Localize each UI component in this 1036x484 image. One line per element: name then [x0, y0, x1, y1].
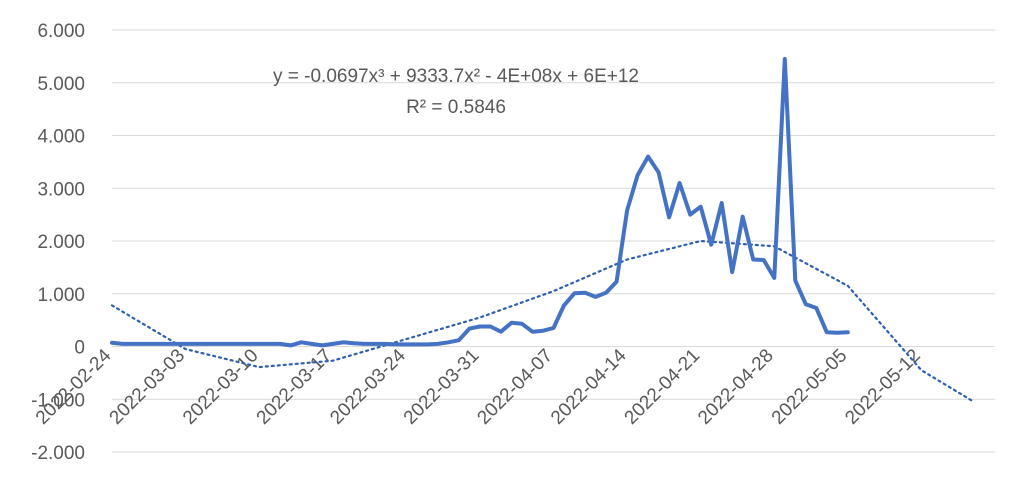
x-tick-label: 2022-04-07 [473, 345, 557, 429]
x-tick-label: 2022-03-17 [253, 345, 337, 429]
grid-layer [112, 29, 995, 453]
series-layer [110, 57, 850, 348]
y-tick-label: 5.000 [37, 74, 85, 95]
trendline-equation: y = -0.0697x³ + 9333.7x² - 4E+08x + 6E+1… [273, 66, 639, 87]
x-tick-label: 2022-03-24 [326, 345, 410, 429]
trendline-r2: R² = 0.5846 [406, 97, 506, 118]
trendline-layer [110, 239, 976, 403]
y-tick-label: -2.000 [31, 443, 85, 464]
y-tick-label: -1.000 [31, 390, 85, 411]
y-tick-label: 4.000 [37, 127, 85, 148]
y-axis-ticks: -2.000 -1.000 0 1.000 2.000 3.000 4.000 5.000 6.… [31, 21, 85, 464]
trendline [110, 239, 976, 403]
x-tick-label: 2022-04-21 [621, 345, 705, 429]
y-tick-label: 2.000 [37, 232, 85, 253]
y-tick-label: 0 [74, 338, 85, 359]
x-tick-label: 2022-03-03 [106, 345, 190, 429]
x-tick-label: 2022-04-14 [547, 345, 631, 429]
x-tick-label: 2022-04-28 [694, 345, 778, 429]
x-tick-label: 2022-05-05 [768, 345, 852, 429]
y-tick-label: 6.000 [37, 21, 85, 42]
y-tick-label: 3.000 [37, 179, 85, 200]
y-tick-label: 1.000 [37, 285, 85, 306]
x-tick-label: 2022-05-12 [841, 345, 925, 429]
x-tick-label: 2022-03-31 [400, 345, 484, 429]
x-axis-ticks: 2022-02-242022-03-032022-03-102022-03-17… [32, 345, 925, 429]
